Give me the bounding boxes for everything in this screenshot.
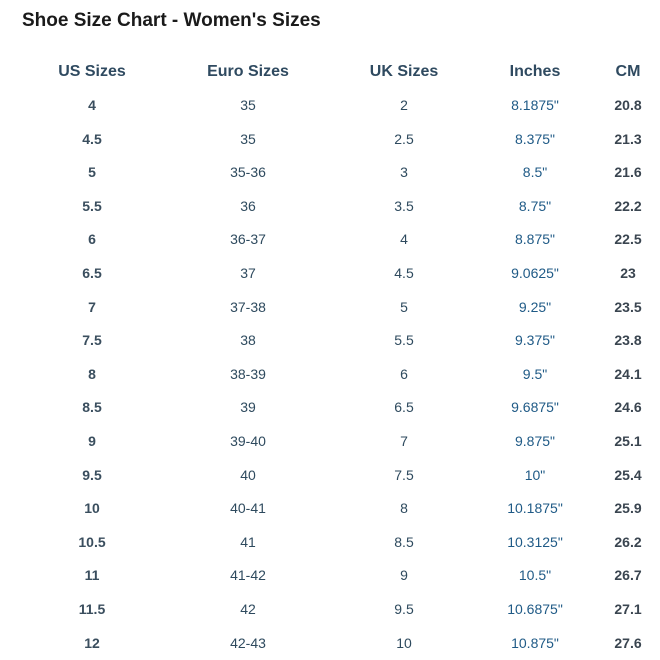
cell-us-size: 7 <box>88 298 96 315</box>
cell-cm: 23 <box>620 265 636 281</box>
cell-uk-size: 2 <box>400 97 408 113</box>
cell-inches: 10.875" <box>511 634 559 651</box>
cell-uk-size: 8 <box>400 500 408 517</box>
cell-us-size: 4 <box>88 97 96 113</box>
cell-cm: 25.1 <box>614 433 642 449</box>
cell-us-size: 12 <box>84 634 100 651</box>
cell-uk-size: 5 <box>400 298 408 315</box>
cell-inches: 9.6875" <box>511 399 559 416</box>
cell-us-size: 10 <box>84 500 100 517</box>
cell-euro-size: 36 <box>240 197 256 214</box>
cell-cm: 25.4 <box>614 466 642 483</box>
cell-uk-size: 6 <box>400 365 408 382</box>
cell-cm: 26.7 <box>614 567 642 584</box>
cell-cm: 21.6 <box>614 164 642 181</box>
cell-cm: 20.8 <box>614 97 642 113</box>
cell-cm: 24.1 <box>614 365 642 382</box>
cell-us-size: 8.5 <box>82 399 102 416</box>
cell-us-size: 5.5 <box>82 197 102 214</box>
cell-euro-size: 42-43 <box>230 634 266 651</box>
cell-euro-size: 35 <box>240 97 256 113</box>
cell-us-size: 9 <box>88 433 96 449</box>
cell-inches: 9.875" <box>514 433 556 449</box>
cell-euro-size: 42 <box>240 601 256 617</box>
cell-inches: 9.375" <box>514 332 556 349</box>
cell-euro-size: 35 <box>240 130 256 147</box>
cell-us-size: 8 <box>88 365 96 382</box>
cell-euro-size: 38-39 <box>230 365 266 382</box>
cell-cm: 25.9 <box>614 500 642 517</box>
cell-uk-size: 9.5 <box>394 601 414 617</box>
cell-inches: 10.6875" <box>507 601 563 617</box>
cell-euro-size: 41 <box>240 533 256 550</box>
cell-inches: 10" <box>524 466 546 483</box>
header-uk-sizes: UK Sizes <box>369 63 439 80</box>
cell-us-size: 6 <box>88 231 96 248</box>
cell-euro-size: 37-38 <box>230 298 266 315</box>
cell-cm: 23.5 <box>614 298 642 315</box>
cell-cm: 24.6 <box>614 399 642 416</box>
cell-uk-size: 3.5 <box>394 197 414 214</box>
cell-cm: 27.6 <box>614 634 642 651</box>
cell-uk-size: 5.5 <box>394 332 414 349</box>
page-title: Shoe Size Chart - Women's Sizes <box>22 10 321 31</box>
header-inches: Inches <box>509 63 561 80</box>
cell-euro-size: 41-42 <box>230 567 266 584</box>
cell-inches: 8.375" <box>514 130 556 147</box>
cell-inches: 8.1875" <box>511 97 559 113</box>
cell-euro-size: 37 <box>240 265 256 281</box>
cell-us-size: 11 <box>84 567 100 584</box>
cell-uk-size: 2.5 <box>394 130 414 147</box>
cell-cm: 26.2 <box>614 533 642 550</box>
cell-us-size: 4.5 <box>82 130 102 147</box>
cell-euro-size: 35-36 <box>230 164 266 181</box>
cell-us-size: 7.5 <box>82 332 102 349</box>
cell-uk-size: 4.5 <box>394 265 414 281</box>
cell-euro-size: 40-41 <box>230 500 266 517</box>
cell-euro-size: 39 <box>240 399 256 416</box>
cell-inches: 10.3125" <box>507 533 563 550</box>
cell-us-size: 5 <box>88 164 96 181</box>
cell-uk-size: 3 <box>400 164 408 181</box>
cell-euro-size: 38 <box>240 332 256 349</box>
cell-uk-size: 4 <box>400 231 408 248</box>
cell-cm: 21.3 <box>614 130 642 147</box>
cell-uk-size: 8.5 <box>394 533 414 550</box>
cell-uk-size: 6.5 <box>394 399 414 416</box>
cell-inches: 9.0625" <box>511 265 559 281</box>
cell-inches: 10.5" <box>518 567 552 584</box>
cell-uk-size: 9 <box>400 567 408 584</box>
cell-us-size: 9.5 <box>82 466 102 483</box>
header-us-sizes: US Sizes <box>58 63 126 80</box>
cell-inches: 10.1875" <box>507 500 563 517</box>
cell-cm: 22.2 <box>614 197 642 214</box>
cell-cm: 27.1 <box>614 601 642 617</box>
cell-uk-size: 7.5 <box>394 466 414 483</box>
header-euro-sizes: Euro Sizes <box>207 63 289 80</box>
cell-cm: 23.8 <box>614 332 642 349</box>
header-cm: CM <box>615 63 641 80</box>
cell-us-size: 6.5 <box>82 265 102 281</box>
cell-inches: 8.875" <box>514 231 556 248</box>
cell-us-size: 10.5 <box>78 533 106 550</box>
cell-cm: 22.5 <box>614 231 642 248</box>
cell-inches: 8.5" <box>522 164 548 181</box>
cell-inches: 9.5" <box>522 365 548 382</box>
cell-uk-size: 10 <box>396 634 412 651</box>
cell-inches: 9.25" <box>518 298 552 315</box>
cell-us-size: 11.5 <box>78 601 106 617</box>
cell-euro-size: 39-40 <box>230 433 266 449</box>
cell-uk-size: 7 <box>400 433 408 449</box>
cell-inches: 8.75" <box>518 197 552 214</box>
cell-euro-size: 40 <box>240 466 256 483</box>
cell-euro-size: 36-37 <box>230 231 266 248</box>
